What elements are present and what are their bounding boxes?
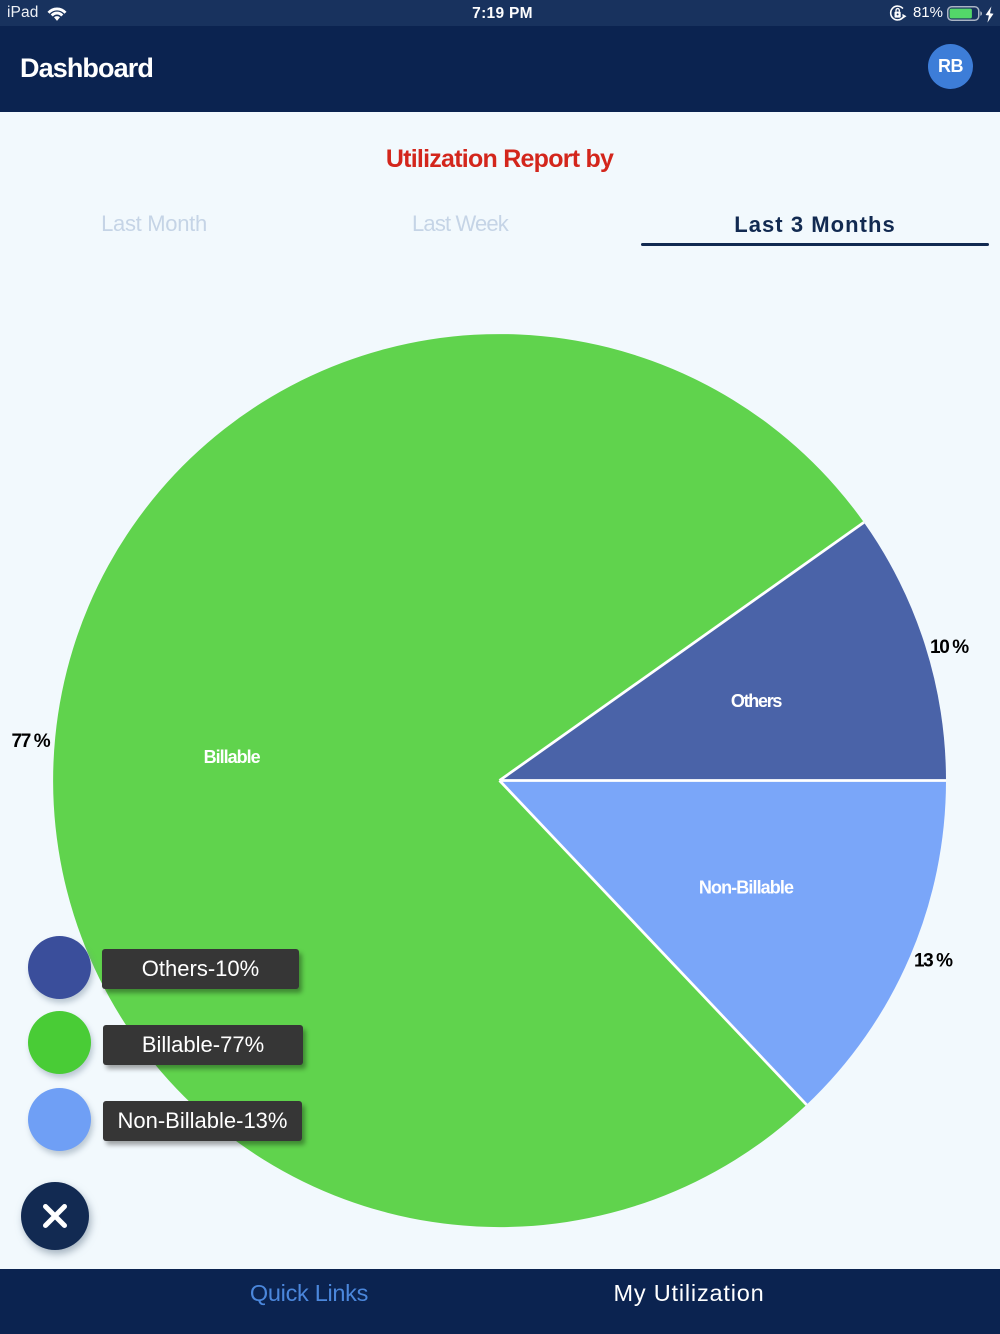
svg-text:Non-Billable: Non-Billable — [699, 877, 794, 897]
svg-text:Others: Others — [731, 691, 783, 711]
svg-text:10 %: 10 % — [930, 637, 969, 658]
svg-text:77 %: 77 % — [12, 731, 51, 752]
svg-text:13 %: 13 % — [914, 951, 953, 972]
svg-text:Billable: Billable — [204, 747, 261, 767]
